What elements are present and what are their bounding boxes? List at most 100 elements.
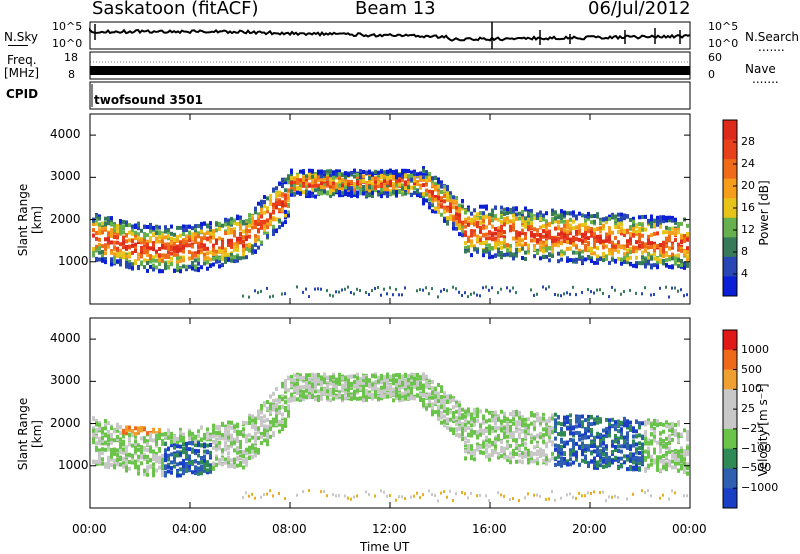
heatmap-cell xyxy=(425,377,428,382)
heatmap-cell xyxy=(677,253,680,258)
heatmap-cell xyxy=(479,423,482,428)
heatmap-cell xyxy=(269,410,272,415)
heatmap-cell xyxy=(488,453,491,458)
heatmap-cell xyxy=(140,249,143,254)
heatmap-cell xyxy=(98,222,101,227)
heatmap-cell xyxy=(362,179,365,183)
heatmap-cell xyxy=(524,250,527,255)
heatmap-cell xyxy=(362,185,365,189)
heatmap-cell xyxy=(446,187,449,191)
heatmap-cell xyxy=(218,226,221,231)
heatmap-cell xyxy=(344,384,347,389)
heatmap-cell xyxy=(299,375,302,380)
heatmap-cell xyxy=(155,224,158,229)
heatmap-cell xyxy=(377,396,380,401)
heatmap-cell xyxy=(365,490,367,494)
heatmap-cell xyxy=(533,244,536,249)
heatmap-cell xyxy=(158,460,161,465)
heatmap-cell xyxy=(206,260,209,265)
heatmap-cell xyxy=(188,256,191,261)
heatmap-cell xyxy=(458,400,461,405)
heatmap-cell xyxy=(161,466,164,470)
heatmap-cell xyxy=(254,450,257,455)
heatmap-cell xyxy=(365,193,368,198)
freq-panel-frame xyxy=(89,51,691,80)
heatmap-cell xyxy=(491,254,494,259)
heatmap-cell xyxy=(509,412,512,416)
heatmap-cell xyxy=(632,245,635,250)
heatmap-cell xyxy=(560,231,563,236)
heatmap-cell xyxy=(533,247,536,252)
heatmap-cell xyxy=(428,383,431,388)
heatmap-cell xyxy=(245,421,248,426)
heatmap-cell xyxy=(425,174,428,179)
heatmap-cell xyxy=(320,378,323,383)
heatmap-cell xyxy=(509,210,512,215)
heatmap-cell xyxy=(356,172,359,177)
heatmap-cell xyxy=(461,233,464,238)
heatmap-cell xyxy=(479,445,482,450)
heatmap-cell xyxy=(470,239,473,244)
heatmap-cell xyxy=(464,426,467,431)
heatmap-cell xyxy=(473,215,476,220)
heatmap-cell xyxy=(485,232,488,237)
heatmap-cell xyxy=(311,193,314,198)
heatmap-cell xyxy=(425,383,428,387)
heatmap-cell xyxy=(266,436,269,441)
heatmap-cell xyxy=(212,262,215,267)
heatmap-cell xyxy=(476,418,479,423)
heatmap-cell xyxy=(227,435,230,440)
heatmap-cell xyxy=(686,262,689,267)
heatmap-cell xyxy=(182,255,185,260)
heatmap-cell xyxy=(221,262,224,267)
heatmap-cell xyxy=(233,437,236,442)
heatmap-cell xyxy=(143,235,146,240)
heatmap-cell xyxy=(194,448,197,453)
heatmap-cell xyxy=(641,241,644,246)
heatmap-cell xyxy=(272,419,275,424)
heatmap-cell xyxy=(248,220,251,225)
heatmap-cell xyxy=(119,224,122,229)
heatmap-cell xyxy=(101,438,104,443)
heatmap-cell xyxy=(431,395,434,400)
heatmap-cell xyxy=(170,470,173,475)
heatmap-cell xyxy=(110,438,113,443)
heatmap-cell xyxy=(296,285,298,289)
heatmap-cell xyxy=(197,249,200,254)
heatmap-cell xyxy=(272,224,275,229)
heatmap-cell xyxy=(458,207,461,211)
heatmap-cell xyxy=(224,252,227,257)
heatmap-cell xyxy=(356,183,359,188)
heatmap-cell xyxy=(251,435,254,440)
heatmap-cell xyxy=(272,205,275,210)
heatmap-cell xyxy=(473,416,476,421)
heatmap-cell xyxy=(614,244,617,249)
heatmap-cell xyxy=(551,220,554,225)
heatmap-cell xyxy=(329,181,332,186)
heatmap-cell xyxy=(305,183,308,188)
heatmap-cell xyxy=(209,437,212,442)
heatmap-cell xyxy=(398,189,401,194)
heatmap-cell xyxy=(608,250,611,255)
heatmap-cell xyxy=(476,237,479,242)
heatmap-cell xyxy=(497,229,500,234)
heatmap-cell xyxy=(533,293,535,297)
heatmap-cell xyxy=(443,205,446,210)
heatmap-cell xyxy=(680,248,683,253)
heatmap-cell xyxy=(158,465,161,470)
heatmap-cell xyxy=(623,260,626,264)
heatmap-cell xyxy=(617,244,620,249)
heatmap-cell xyxy=(464,232,467,237)
heatmap-cell xyxy=(365,291,367,294)
heatmap-cell xyxy=(686,237,689,242)
heatmap-cell xyxy=(215,441,218,445)
heatmap-cell xyxy=(488,243,491,248)
heatmap-cell xyxy=(233,233,236,238)
heatmap-cell xyxy=(341,191,344,196)
heatmap-cell xyxy=(584,218,587,223)
heatmap-cell xyxy=(356,180,359,185)
heatmap-cell xyxy=(350,186,353,191)
heatmap-cell xyxy=(500,215,503,220)
heatmap-cell xyxy=(92,428,95,433)
heatmap-cell xyxy=(596,254,599,259)
